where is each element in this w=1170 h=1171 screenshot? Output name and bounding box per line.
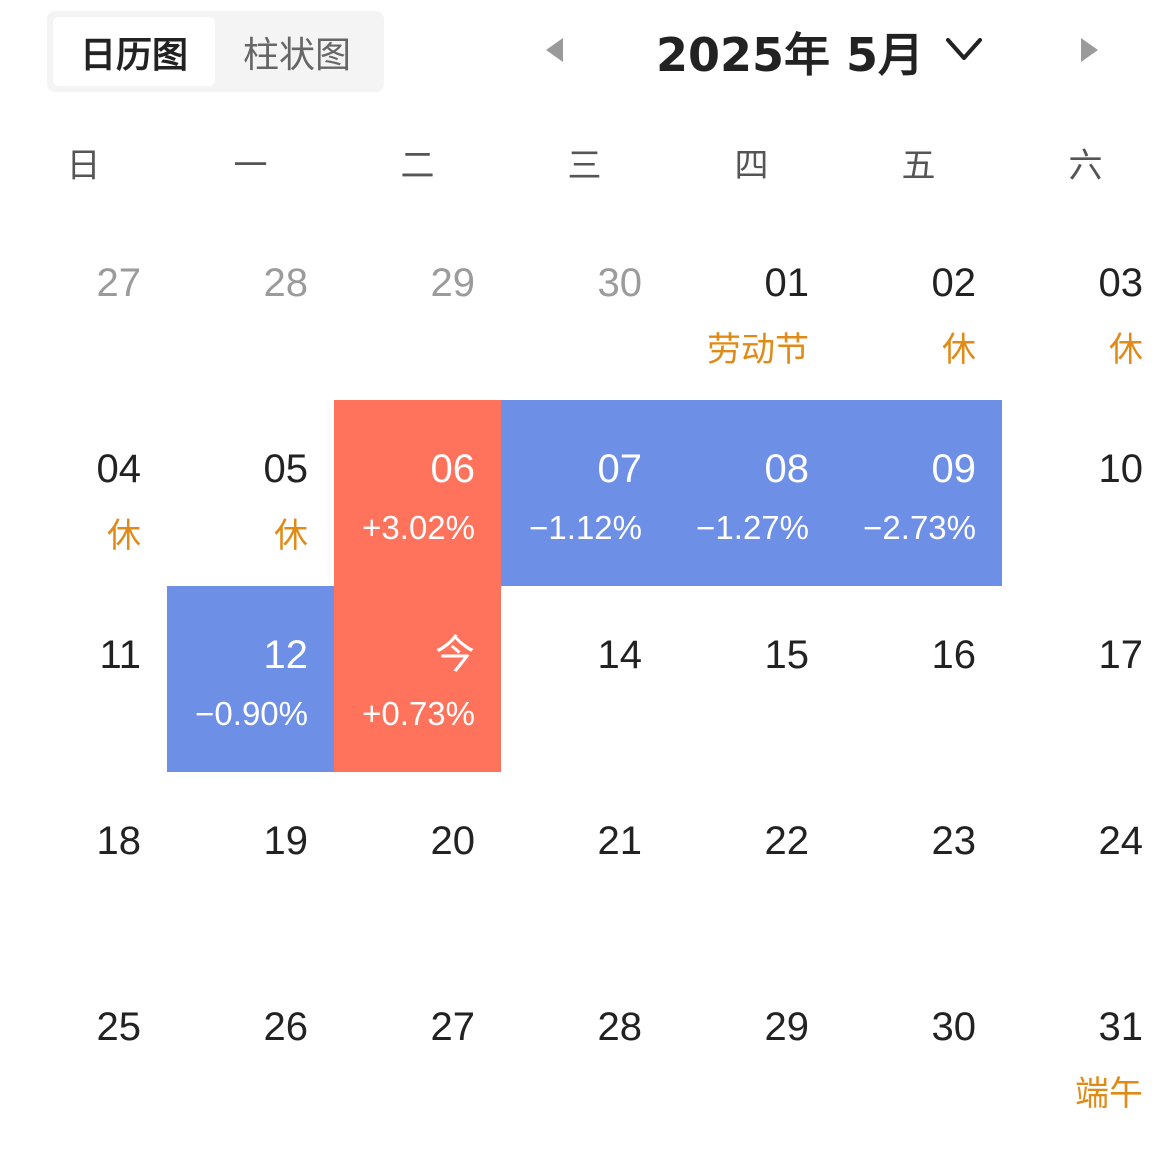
calendar-day-cell[interactable]: 06 +3.02% xyxy=(334,400,501,586)
day-number: 28 xyxy=(263,261,309,305)
day-number: 今 xyxy=(435,633,475,677)
day-change-percent: +3.02% xyxy=(362,509,475,546)
holiday-label: 休 xyxy=(942,330,976,370)
day-number: 02 xyxy=(931,261,977,305)
calendar-day-cell[interactable]: 01 劳动节 xyxy=(668,214,835,400)
next-month-button[interactable] xyxy=(1078,34,1102,66)
day-number: 31 xyxy=(1098,1005,1144,1049)
day-number: 25 xyxy=(96,1005,142,1049)
day-number: 19 xyxy=(263,819,309,863)
calendar-day-cell[interactable]: 24 xyxy=(1002,772,1169,958)
weekday-label: 一 xyxy=(233,146,268,186)
prev-month-button[interactable] xyxy=(542,34,566,66)
calendar-day-cell[interactable]: 25 xyxy=(0,958,167,1144)
calendar-day-cell[interactable]: 30 xyxy=(501,214,668,400)
calendar-day-cell[interactable]: 18 xyxy=(0,772,167,958)
day-number: 06 xyxy=(430,447,476,491)
day-number: 11 xyxy=(99,633,141,677)
day-number: 15 xyxy=(764,633,810,677)
calendar-day-cell[interactable]: 31 端午 xyxy=(1002,958,1169,1144)
day-change-percent: +0.73% xyxy=(362,695,475,732)
calendar-day-cell[interactable]: 04 休 xyxy=(0,400,167,586)
day-number: 03 xyxy=(1098,261,1144,305)
calendar-day-cell[interactable]: 28 xyxy=(167,214,334,400)
calendar-day-cell[interactable]: 05 休 xyxy=(167,400,334,586)
holiday-label: 劳动节 xyxy=(707,330,809,370)
day-number: 04 xyxy=(96,447,142,491)
month-dropdown-button[interactable] xyxy=(944,32,984,68)
calendar-day-cell[interactable]: 20 xyxy=(334,772,501,958)
day-number: 10 xyxy=(1098,447,1144,491)
calendar-day-cell[interactable]: 21 xyxy=(501,772,668,958)
holiday-label: 休 xyxy=(1109,330,1143,370)
day-number: 07 xyxy=(597,447,643,491)
day-number: 08 xyxy=(764,447,810,491)
day-number: 22 xyxy=(764,819,810,863)
day-number: 05 xyxy=(263,447,309,491)
day-number: 01 xyxy=(764,261,810,305)
calendar-day-cell[interactable]: 02 休 xyxy=(835,214,1002,400)
day-change-percent: −0.90% xyxy=(195,695,308,732)
chevron-down-icon xyxy=(946,38,982,60)
triangle-left-icon xyxy=(546,38,563,62)
day-number: 29 xyxy=(430,261,476,305)
calendar-day-cell[interactable]: 28 xyxy=(501,958,668,1144)
day-number: 20 xyxy=(430,819,476,863)
calendar-day-cell[interactable]: 03 休 xyxy=(1002,214,1169,400)
calendar-day-cell[interactable]: 10 xyxy=(1002,400,1169,586)
day-number: 23 xyxy=(931,819,977,863)
calendar-day-cell[interactable]: 27 xyxy=(0,214,167,400)
calendar-day-cell[interactable]: 08 −1.27% xyxy=(668,400,835,586)
weekday-label: 五 xyxy=(901,146,936,186)
holiday-label: 端午 xyxy=(1075,1074,1143,1114)
calendar-day-cell[interactable]: 12 −0.90% xyxy=(167,586,334,772)
calendar-day-cell[interactable]: 23 xyxy=(835,772,1002,958)
month-selector[interactable]: 2025年 5月 xyxy=(655,28,925,82)
weekday-label: 三 xyxy=(567,146,602,186)
calendar-day-cell[interactable]: 15 xyxy=(668,586,835,772)
calendar-day-cell[interactable]: 30 xyxy=(835,958,1002,1144)
weekday-label: 六 xyxy=(1068,146,1103,186)
calendar-day-cell[interactable]: 11 xyxy=(0,586,167,772)
day-number: 30 xyxy=(931,1005,977,1049)
calendar-day-cell[interactable]: 17 xyxy=(1002,586,1169,772)
calendar-day-cell[interactable]: 29 xyxy=(668,958,835,1144)
day-change-percent: −1.12% xyxy=(529,509,642,546)
day-number: 09 xyxy=(931,447,977,491)
calendar-day-cell[interactable]: 16 xyxy=(835,586,1002,772)
holiday-label: 休 xyxy=(107,516,141,556)
view-switch: 日历图 柱状图 xyxy=(47,11,384,92)
day-number: 29 xyxy=(764,1005,810,1049)
calendar-day-cell[interactable]: 今 +0.73% xyxy=(334,586,501,772)
tab-calendar[interactable]: 日历图 xyxy=(53,17,215,86)
calendar-day-cell[interactable]: 27 xyxy=(334,958,501,1144)
weekday-label: 二 xyxy=(400,146,435,186)
weekday-label: 日 xyxy=(66,146,101,186)
day-number: 17 xyxy=(1098,633,1144,677)
day-number: 27 xyxy=(96,261,142,305)
day-number: 18 xyxy=(96,819,142,863)
day-number: 28 xyxy=(597,1005,643,1049)
weekday-label: 四 xyxy=(734,146,769,186)
calendar-day-cell[interactable]: 26 xyxy=(167,958,334,1144)
day-number: 14 xyxy=(597,633,643,677)
day-number: 30 xyxy=(597,261,643,305)
calendar-day-cell[interactable]: 14 xyxy=(501,586,668,772)
day-number: 26 xyxy=(263,1005,309,1049)
calendar-day-cell[interactable]: 22 xyxy=(668,772,835,958)
day-number: 24 xyxy=(1098,819,1144,863)
day-number: 12 xyxy=(263,633,309,677)
tab-bar-chart[interactable]: 柱状图 xyxy=(242,34,351,76)
day-number: 21 xyxy=(597,819,643,863)
calendar-day-cell[interactable]: 29 xyxy=(334,214,501,400)
calendar-day-cell[interactable]: 09 −2.73% xyxy=(835,400,1002,586)
triangle-right-icon xyxy=(1081,38,1098,62)
day-number: 16 xyxy=(931,633,977,677)
calendar-day-cell[interactable]: 19 xyxy=(167,772,334,958)
day-number: 27 xyxy=(430,1005,476,1049)
day-change-percent: −2.73% xyxy=(863,509,976,546)
day-change-percent: −1.27% xyxy=(696,509,809,546)
calendar-day-cell[interactable]: 07 −1.12% xyxy=(501,400,668,586)
holiday-label: 休 xyxy=(274,516,308,556)
